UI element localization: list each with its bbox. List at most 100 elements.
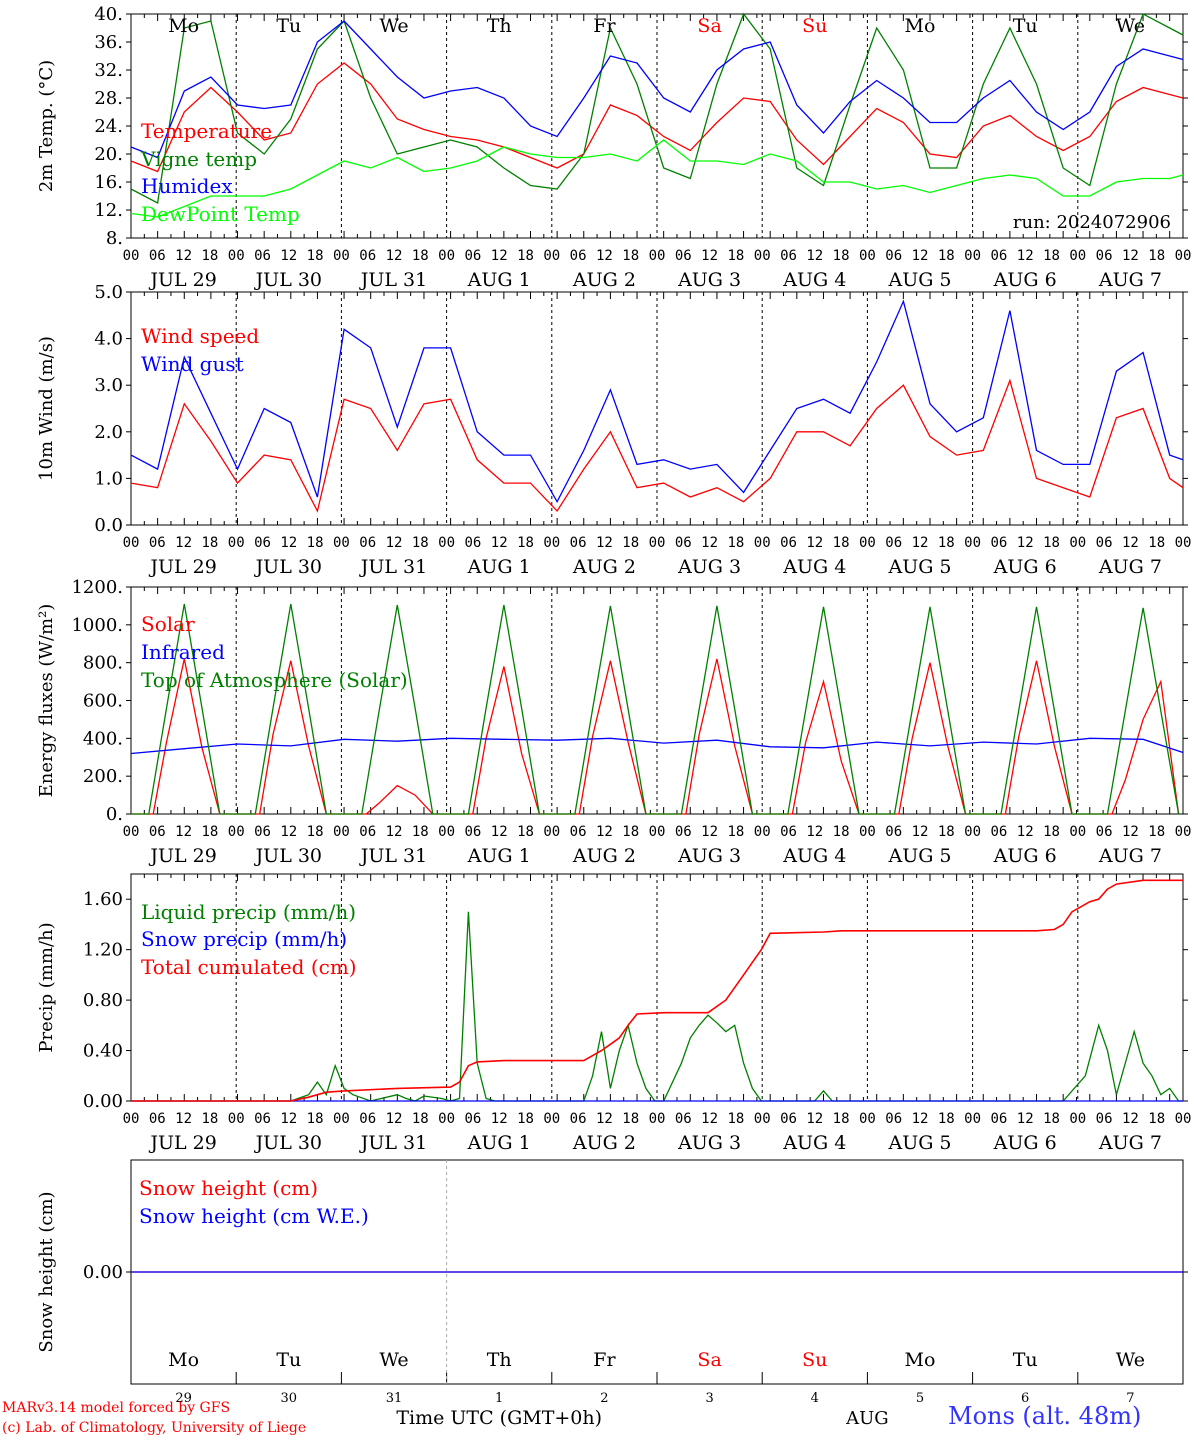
- hour-tick-label: 18: [1148, 248, 1165, 264]
- date-label: AUG 7: [1098, 269, 1162, 291]
- y-tick-label: 8.: [106, 228, 123, 249]
- hour-tick-label: 18: [201, 1111, 218, 1127]
- hour-tick-label: 06: [1096, 824, 1113, 840]
- panel-energy: 00 06 12 18 00 06 12 18 00 06 12 18 00 06 12 18 00 06 12 18…: [36, 577, 1191, 867]
- hour-tick-label: 18: [517, 1111, 534, 1127]
- hour-tick-label: 12: [280, 535, 297, 551]
- x-axis-title: Time UTC (GMT+0h): [396, 1407, 602, 1429]
- y-tick-label: 0.00: [83, 1262, 123, 1283]
- hour-tick-label: 06: [885, 535, 902, 551]
- weekday-label: We: [1116, 15, 1145, 37]
- date-label: AUG 6: [993, 1132, 1057, 1154]
- hour-tick-label: 06: [359, 1111, 376, 1127]
- hour-tick-label: 12: [596, 248, 613, 264]
- y-axis-label: 2m Temp. (°C): [36, 60, 57, 192]
- date-label: AUG 1: [467, 556, 531, 578]
- weekday-label: Tu: [1013, 1349, 1038, 1371]
- station-label: Mons (alt. 48m): [948, 1402, 1142, 1430]
- hour-tick-label: 12: [1122, 248, 1139, 264]
- hour-tick-label: 00: [649, 535, 666, 551]
- hour-tick-label: 12: [386, 248, 403, 264]
- hour-tick-label: 00: [333, 535, 350, 551]
- y-tick-label: 20.: [94, 144, 123, 165]
- hour-tick-label: 18: [833, 248, 850, 264]
- series-line-total-cumulated-cm-: [131, 879, 1183, 1102]
- date-label: AUG 3: [677, 269, 741, 291]
- y-tick-label: 12.: [94, 200, 123, 221]
- date-label: AUG 4: [782, 269, 846, 291]
- hour-tick-label: 12: [701, 824, 718, 840]
- date-label: JUL 29: [148, 845, 216, 867]
- hour-tick-label: 12: [1122, 535, 1139, 551]
- date-label: JUL 29: [148, 556, 216, 578]
- hour-tick-label: 12: [175, 1111, 192, 1127]
- weekday-label: Th: [487, 1349, 512, 1371]
- hour-tick-label: 06: [990, 824, 1007, 840]
- date-label: AUG 1: [467, 1132, 531, 1154]
- hour-tick-label: 00: [1175, 248, 1192, 264]
- hour-tick-label: 12: [491, 535, 508, 551]
- date-label: AUG 3: [677, 556, 741, 578]
- date-label: JUL 30: [254, 269, 322, 291]
- hour-tick-label: 06: [990, 1111, 1007, 1127]
- series-line-humidex: [130, 20, 1184, 159]
- date-label: AUG 7: [1098, 845, 1162, 867]
- hour-tick-label: 00: [228, 1111, 245, 1127]
- hour-tick-label: 18: [412, 248, 429, 264]
- hour-tick-label: 12: [596, 1111, 613, 1127]
- weekday-label: Sa: [697, 1349, 721, 1371]
- hour-tick-label: 06: [885, 248, 902, 264]
- hour-tick-label: 12: [701, 535, 718, 551]
- hour-tick-label: 12: [596, 535, 613, 551]
- hour-tick-label: 06: [780, 824, 797, 840]
- hour-tick-label: 06: [359, 248, 376, 264]
- hour-tick-label: 00: [438, 824, 455, 840]
- weekday-label: Mo: [168, 1349, 199, 1371]
- hour-tick-label: 00: [333, 248, 350, 264]
- hour-tick-label: 12: [491, 248, 508, 264]
- day-number-label: 5: [916, 1391, 924, 1406]
- hour-tick-label: 12: [912, 535, 929, 551]
- hour-tick-label: 06: [1096, 535, 1113, 551]
- hour-tick-label: 12: [806, 535, 823, 551]
- hour-tick-label: 00: [543, 1111, 560, 1127]
- date-label: AUG 7: [1098, 1132, 1162, 1154]
- hour-tick-label: 06: [990, 248, 1007, 264]
- y-tick-label: 0.: [106, 804, 123, 825]
- legend-entry: Total cumulated (cm): [141, 955, 357, 979]
- hour-tick-label: 18: [307, 824, 324, 840]
- hour-tick-label: 00: [543, 824, 560, 840]
- hour-tick-label: 06: [254, 824, 271, 840]
- hour-tick-label: 00: [123, 1111, 140, 1127]
- y-axis-label: Precip (mm/h): [36, 922, 57, 1052]
- date-label: JUL 31: [359, 556, 427, 578]
- hour-tick-label: 00: [964, 824, 981, 840]
- hour-tick-label: 12: [491, 1111, 508, 1127]
- y-tick-label: 16.: [94, 172, 123, 193]
- hour-tick-label: 18: [938, 535, 955, 551]
- hour-tick-label: 12: [912, 1111, 929, 1127]
- run-annotation: run: 2024072906: [1013, 212, 1171, 233]
- hour-tick-label: 06: [780, 248, 797, 264]
- legend-entry: Top of Atmosphere (Solar): [141, 668, 408, 692]
- hour-tick-label: 00: [649, 1111, 666, 1127]
- hour-tick-label: 00: [543, 535, 560, 551]
- legend-entry: Snow height (cm): [139, 1176, 318, 1200]
- series-line-temperature: [130, 62, 1184, 173]
- hour-tick-label: 00: [859, 824, 876, 840]
- hour-tick-label: 18: [622, 1111, 639, 1127]
- hour-tick-label: 12: [1017, 535, 1034, 551]
- y-tick-label: 28.: [94, 88, 123, 109]
- hour-tick-label: 00: [649, 824, 666, 840]
- hour-tick-label: 18: [727, 535, 744, 551]
- hour-tick-label: 06: [359, 535, 376, 551]
- date-label: AUG 3: [677, 845, 741, 867]
- weekday-label: Tu: [1013, 15, 1038, 37]
- weekday-label: We: [379, 1349, 408, 1371]
- hour-tick-label: 00: [1069, 535, 1086, 551]
- day-number-label: 1: [495, 1391, 503, 1406]
- hour-tick-label: 18: [833, 824, 850, 840]
- hour-tick-label: 06: [675, 248, 692, 264]
- hour-tick-label: 18: [517, 535, 534, 551]
- hour-tick-label: 00: [228, 248, 245, 264]
